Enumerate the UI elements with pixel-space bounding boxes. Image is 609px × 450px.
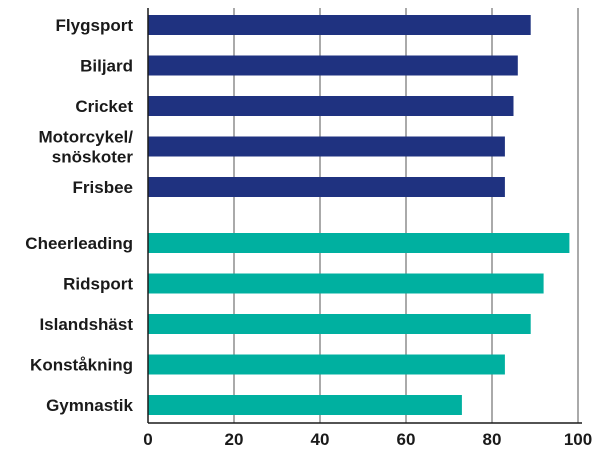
bar-cheerleading bbox=[148, 233, 570, 253]
category-label: Cheerleading bbox=[25, 234, 133, 253]
bar-gymnastik bbox=[148, 395, 462, 415]
category-label: Ridsport bbox=[63, 275, 133, 294]
category-label: snöskoter bbox=[52, 148, 134, 167]
x-tick-label-0: 0 bbox=[143, 430, 152, 449]
bar-frisbee bbox=[148, 177, 505, 197]
x-tick-label-60: 60 bbox=[397, 430, 416, 449]
x-tick-label-20: 20 bbox=[225, 430, 244, 449]
category-label: Frisbee bbox=[73, 178, 133, 197]
x-tick-label-100: 100 bbox=[564, 430, 592, 449]
bar-biljard bbox=[148, 55, 518, 76]
bar-motorcykel-snöskoter bbox=[148, 136, 505, 157]
bar-konståkning bbox=[148, 354, 505, 375]
bars bbox=[148, 15, 570, 415]
bar-islandshäst bbox=[148, 314, 531, 334]
category-label: Flygsport bbox=[56, 16, 134, 35]
category-label: Islandshäst bbox=[39, 315, 133, 334]
category-label: Konståkning bbox=[30, 356, 133, 375]
x-axis: 0 20 40 60 80 100 bbox=[143, 8, 592, 449]
category-label: Gymnastik bbox=[46, 396, 133, 415]
bar-cricket bbox=[148, 96, 514, 116]
bar-ridsport bbox=[148, 273, 544, 294]
x-tick-label-40: 40 bbox=[311, 430, 330, 449]
category-label: Cricket bbox=[75, 97, 133, 116]
category-label: Motorcykel/ bbox=[39, 128, 134, 147]
gridlines bbox=[233, 8, 579, 423]
category-labels: Flygsport Biljard Cricket Motorcykel/snösko… bbox=[25, 16, 133, 415]
category-label: Biljard bbox=[80, 57, 133, 76]
bar-flygsport bbox=[148, 15, 531, 35]
x-tick-label-80: 80 bbox=[483, 430, 502, 449]
